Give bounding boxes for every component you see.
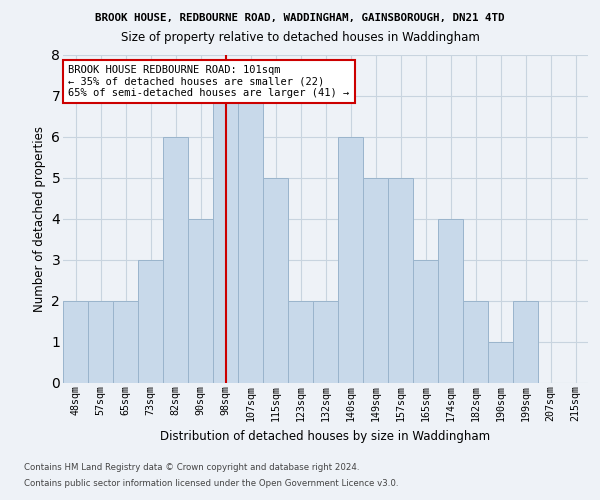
Bar: [88, 300, 113, 382]
Text: Contains HM Land Registry data © Crown copyright and database right 2024.: Contains HM Land Registry data © Crown c…: [24, 464, 359, 472]
Bar: [338, 137, 363, 382]
Text: Contains public sector information licensed under the Open Government Licence v3: Contains public sector information licen…: [24, 478, 398, 488]
Bar: [363, 178, 388, 382]
Bar: [413, 260, 438, 382]
Bar: [463, 300, 488, 382]
Bar: [63, 300, 88, 382]
Bar: [488, 342, 513, 382]
Bar: [163, 137, 188, 382]
Text: Size of property relative to detached houses in Waddingham: Size of property relative to detached ho…: [121, 31, 479, 44]
Bar: [388, 178, 413, 382]
X-axis label: Distribution of detached houses by size in Waddingham: Distribution of detached houses by size …: [160, 430, 491, 442]
Bar: [213, 96, 238, 382]
Text: BROOK HOUSE REDBOURNE ROAD: 101sqm
← 35% of detached houses are smaller (22)
65%: BROOK HOUSE REDBOURNE ROAD: 101sqm ← 35%…: [68, 65, 349, 98]
Bar: [313, 300, 338, 382]
Bar: [188, 219, 213, 382]
Bar: [138, 260, 163, 382]
Bar: [238, 96, 263, 382]
Bar: [288, 300, 313, 382]
Bar: [113, 300, 138, 382]
Y-axis label: Number of detached properties: Number of detached properties: [33, 126, 46, 312]
Bar: [263, 178, 288, 382]
Text: BROOK HOUSE, REDBOURNE ROAD, WADDINGHAM, GAINSBOROUGH, DN21 4TD: BROOK HOUSE, REDBOURNE ROAD, WADDINGHAM,…: [95, 12, 505, 22]
Bar: [513, 300, 538, 382]
Bar: [438, 219, 463, 382]
